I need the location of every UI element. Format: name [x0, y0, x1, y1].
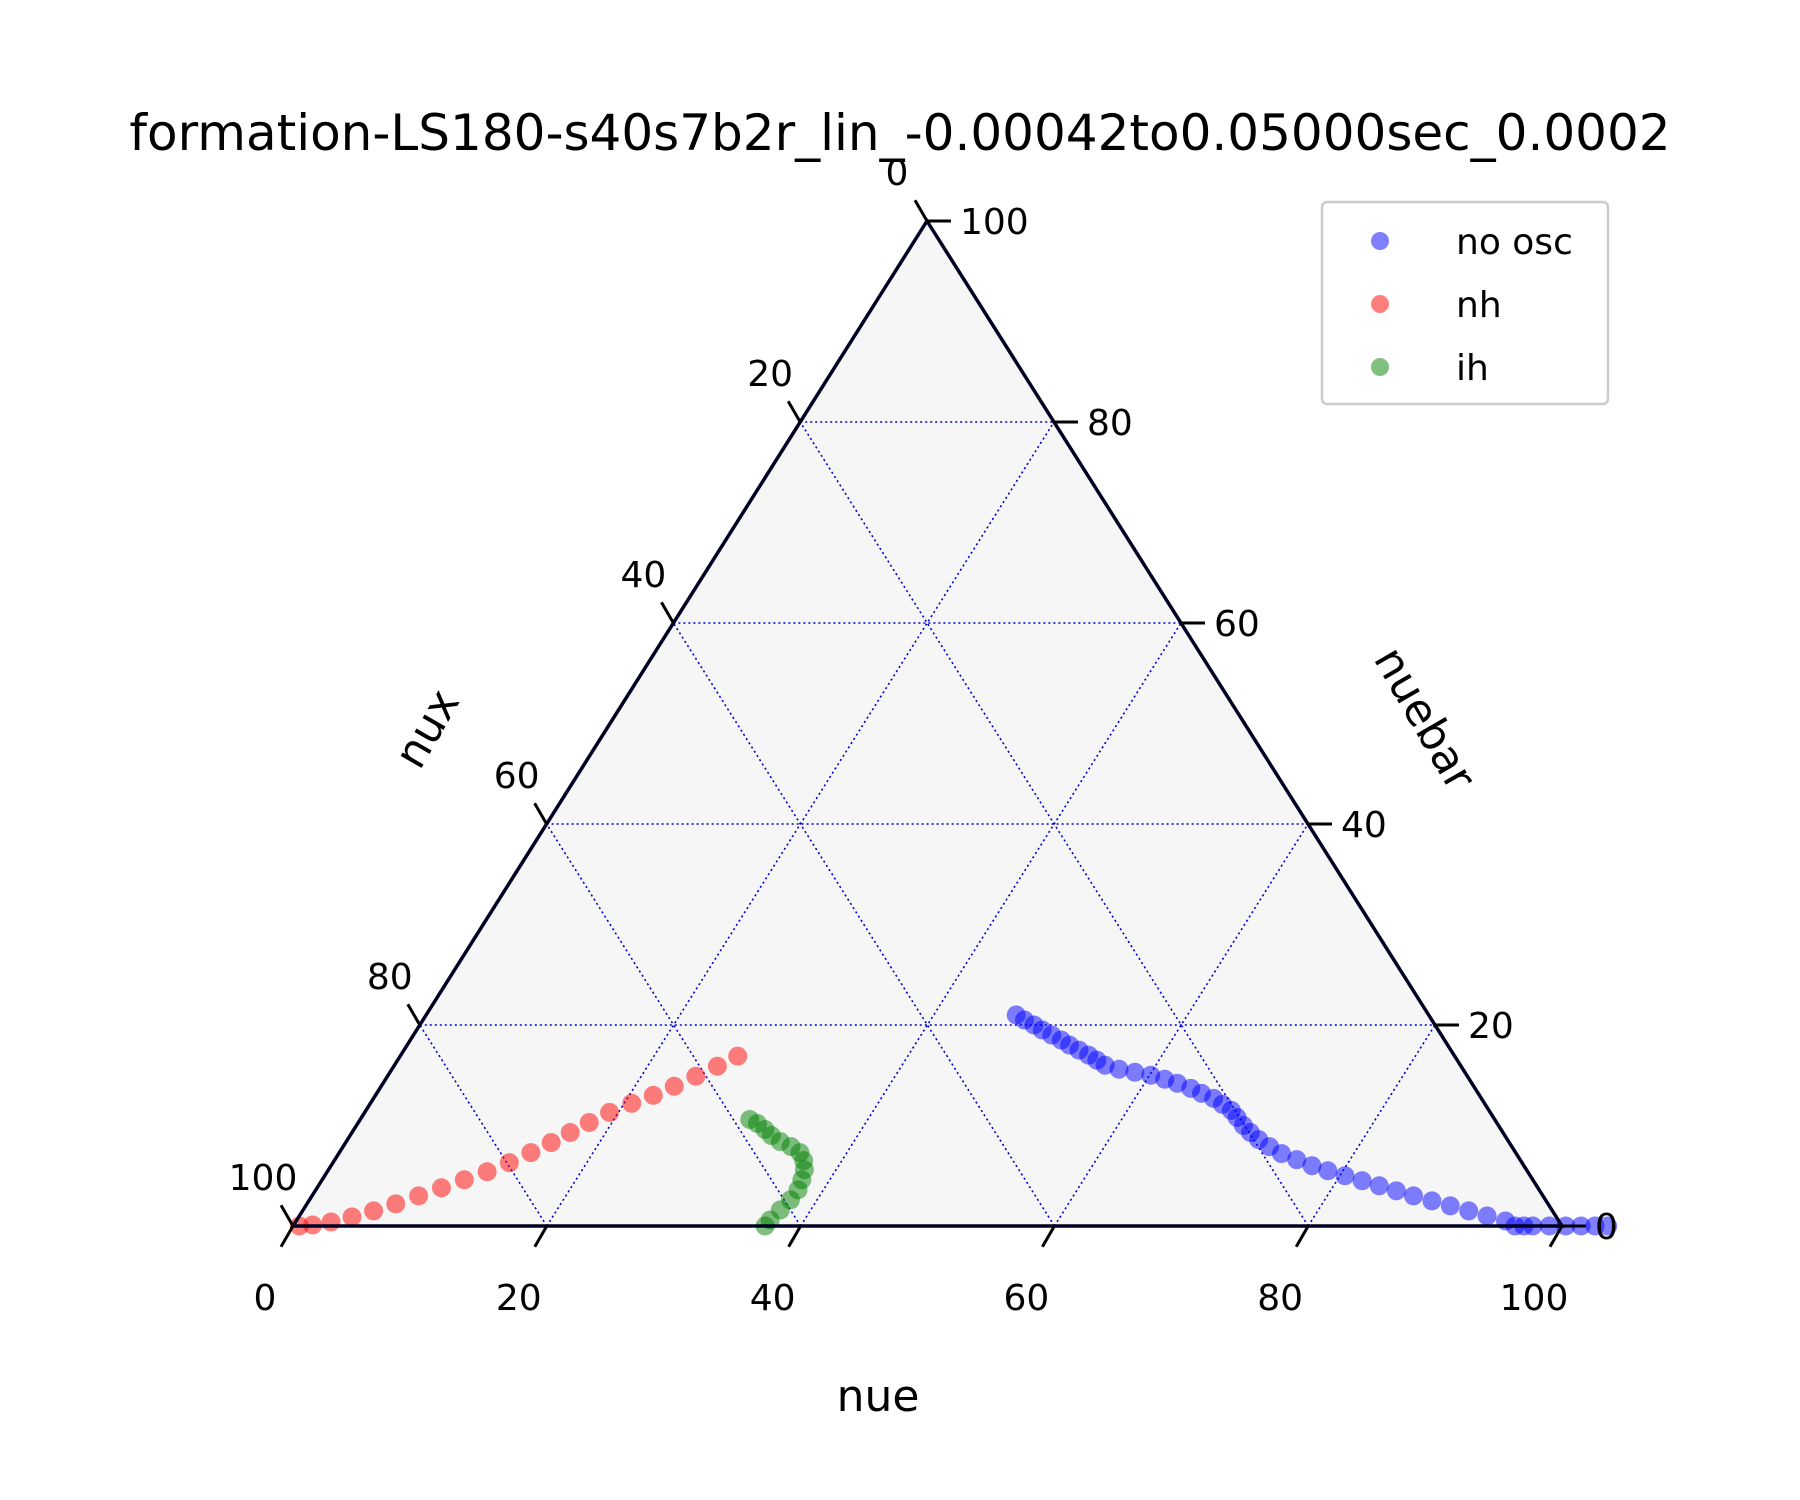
legend-marker — [1371, 232, 1389, 250]
axis-title-nux: nux — [385, 681, 470, 777]
data-point — [521, 1143, 541, 1163]
tick-label-nue: 80 — [1257, 1278, 1303, 1319]
triangle-frame — [289, 217, 1566, 1228]
data-point — [1335, 1166, 1355, 1186]
data-point — [409, 1186, 429, 1206]
axis-ticks: 0 0 0 20 20 20 40 40 40 60 60 60 80 80 80 100 100 100 — [229, 153, 1618, 1319]
data-point — [477, 1162, 497, 1182]
data-point — [1459, 1201, 1479, 1221]
legend: no osc nh ih — [1320, 200, 1610, 406]
grid-lines — [419, 421, 1436, 1227]
data-point — [1302, 1156, 1322, 1176]
data-point — [1477, 1206, 1497, 1226]
tick-mark — [533, 1225, 549, 1248]
tick-mark — [787, 1225, 802, 1248]
data-point — [431, 1178, 451, 1198]
data-point — [728, 1046, 748, 1066]
data-point — [1440, 1196, 1460, 1216]
tick-mark — [1041, 1225, 1056, 1248]
tick-mark — [660, 601, 675, 624]
data-point — [499, 1153, 519, 1173]
data-point — [541, 1133, 561, 1153]
data-point — [1404, 1186, 1424, 1206]
data-point — [364, 1201, 384, 1221]
data-point — [1318, 1161, 1338, 1181]
data-point — [1386, 1181, 1406, 1201]
tick-mark — [533, 802, 548, 825]
data-point — [1125, 1062, 1145, 1082]
tick-label-nux: 0 — [886, 153, 909, 194]
grid-line — [672, 622, 1056, 1227]
tick-mark — [913, 199, 929, 222]
tick-label-nue: 20 — [496, 1278, 542, 1319]
data-point — [664, 1076, 684, 1096]
tick-label-nuebar: 100 — [960, 202, 1029, 243]
legend-label: no osc — [1456, 222, 1573, 263]
legend-frame — [1320, 200, 1610, 406]
data-point — [1109, 1059, 1129, 1079]
axis-title-nuebar: nuebar — [1364, 639, 1487, 800]
data-point — [1272, 1144, 1292, 1164]
tick-mark — [1548, 1225, 1564, 1248]
chart-title: formation-LS180-s40s7b2r_lin_-0.00042to0… — [129, 104, 1670, 162]
data-point — [560, 1123, 580, 1143]
data-point — [1422, 1191, 1442, 1211]
tick-label-nue: 60 — [1003, 1278, 1049, 1319]
legend-marker — [1371, 295, 1389, 313]
series-nh — [289, 1046, 748, 1236]
tick-label-nue: 40 — [750, 1278, 796, 1319]
tick-label-nuebar: 60 — [1214, 604, 1260, 645]
tick-label-nux: 40 — [620, 555, 666, 596]
data-point — [686, 1066, 706, 1086]
tick-label-nuebar: 0 — [1595, 1207, 1618, 1248]
plot-area — [293, 221, 1562, 1226]
data-point — [600, 1102, 620, 1122]
data-point — [643, 1085, 663, 1105]
tick-label-nux: 80 — [367, 957, 413, 998]
data-point — [1287, 1150, 1307, 1170]
tick-label-nuebar: 20 — [1468, 1006, 1514, 1047]
tick-mark — [1294, 1225, 1310, 1248]
data-point — [454, 1170, 474, 1190]
data-point — [579, 1112, 599, 1132]
data-point — [707, 1056, 727, 1076]
data-point — [1598, 1216, 1618, 1236]
data-point — [622, 1093, 642, 1113]
tick-mark — [786, 400, 802, 423]
legend-marker — [1371, 358, 1389, 376]
legend-label: nh — [1456, 285, 1502, 326]
legend-label: ih — [1456, 348, 1489, 389]
axis-title-nue: nue — [837, 1371, 920, 1422]
tick-label-nue: 0 — [254, 1278, 277, 1319]
data-point — [1352, 1171, 1372, 1191]
data-point — [1369, 1176, 1389, 1196]
data-point — [342, 1207, 362, 1227]
grid-line — [799, 622, 1182, 1227]
tick-label-nuebar: 40 — [1341, 805, 1387, 846]
tick-mark — [406, 1003, 422, 1026]
tick-label-nuebar: 80 — [1087, 403, 1133, 444]
tick-label-nue: 100 — [1500, 1278, 1569, 1319]
data-point — [386, 1194, 406, 1214]
tick-label-nux: 20 — [747, 354, 793, 395]
tick-mark — [279, 1225, 295, 1248]
tick-label-nux: 100 — [229, 1158, 298, 1199]
tick-label-nux: 60 — [494, 756, 540, 797]
tick-mark — [279, 1204, 295, 1227]
grid-line — [545, 823, 802, 1227]
grid-line — [1053, 823, 1309, 1227]
grid-line — [799, 421, 1309, 1227]
data-point — [321, 1212, 341, 1232]
